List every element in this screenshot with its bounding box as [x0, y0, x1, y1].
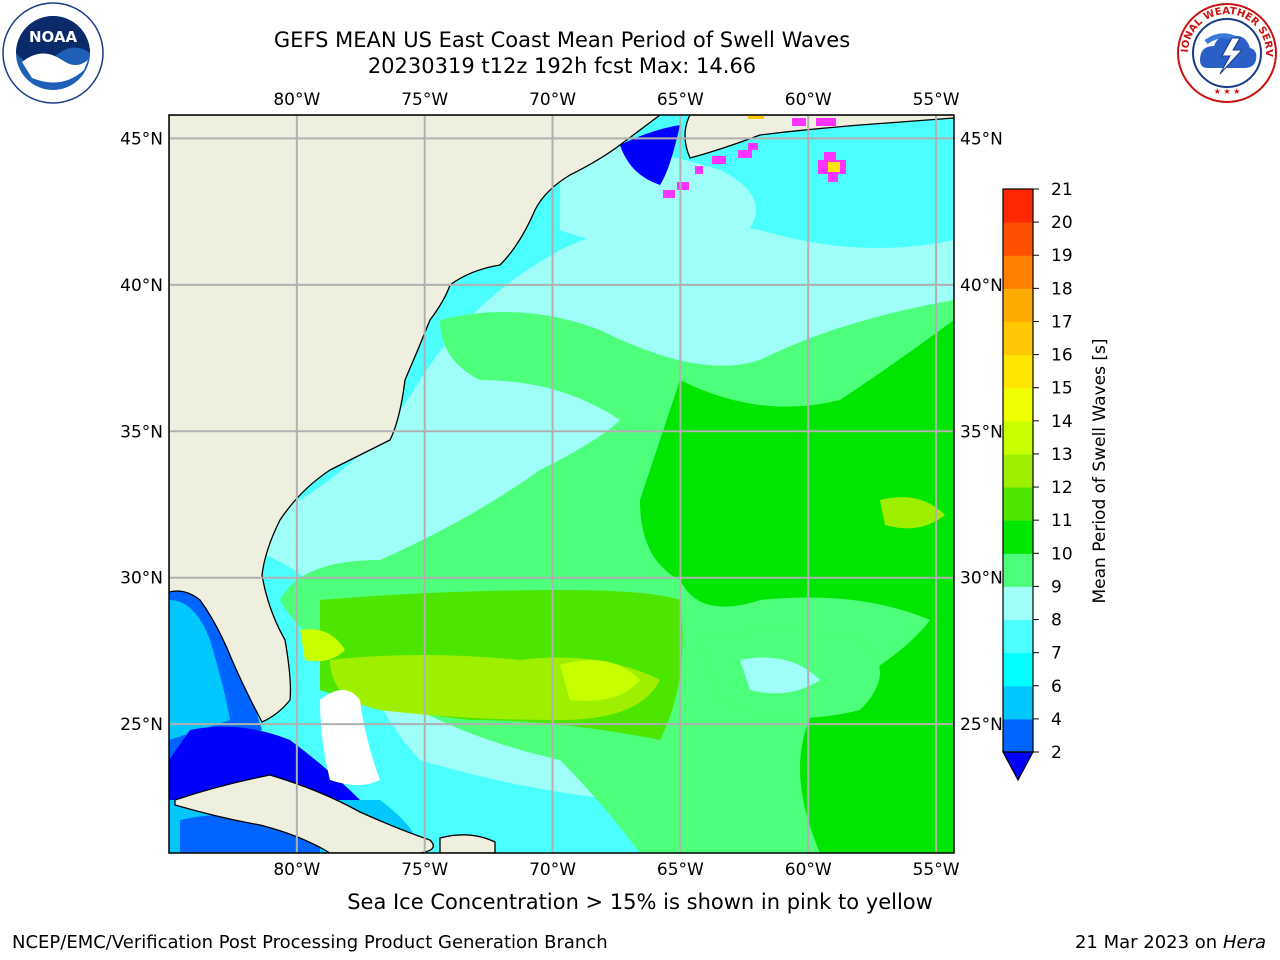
- colorbar-segment: [1003, 255, 1033, 289]
- colorbar-segment: [1003, 685, 1033, 720]
- colorbar-tick-label: 12: [1051, 478, 1073, 498]
- map-frame: [168, 114, 955, 854]
- colorbar-segment: [1003, 652, 1033, 687]
- lon-label-bottom: 80°W: [273, 860, 320, 880]
- colorbar-frame: [1002, 188, 1034, 753]
- lat-label-left: 35°N: [120, 422, 163, 442]
- lat-label-right: 40°N: [960, 276, 1003, 296]
- colorbar-segment: [1003, 420, 1033, 455]
- lat-label-left: 30°N: [120, 569, 163, 589]
- footer-date: 21 Mar 2023 on Hera: [1075, 932, 1266, 953]
- colorbar-segment: [1003, 619, 1033, 654]
- colorbar-segment: [1003, 288, 1033, 322]
- colorbar-tick-label: 20: [1051, 213, 1073, 233]
- lon-label-top: 75°W: [401, 90, 448, 110]
- lon-label-top: 55°W: [913, 90, 960, 110]
- colorbar-tick-label: 16: [1051, 346, 1073, 366]
- colorbar-tick-label: 7: [1051, 644, 1062, 664]
- colorbar-tick-label: 13: [1051, 445, 1073, 465]
- colorbar-segment: [1003, 520, 1033, 554]
- map-axis-labels: 80°W 80°W 75°W 75°W 70°W 70°W 65°W 65°W 60°W 60°W…: [120, 90, 1003, 880]
- lon-label-top: 80°W: [273, 90, 320, 110]
- colorbar-segment: [1003, 453, 1033, 488]
- colorbar-segment: [1003, 321, 1033, 356]
- colorbar-extend-arrow: [1001, 751, 1035, 782]
- lon-label-bottom: 55°W: [913, 860, 960, 880]
- colorbar-tick-label: 11: [1051, 511, 1073, 531]
- colorbar-segment: [1003, 553, 1033, 587]
- svg-text:★ ★ ★: ★ ★ ★: [1214, 87, 1241, 96]
- lon-label-bottom: 70°W: [529, 860, 576, 880]
- colorbar: 2 4 6 7 8 9 10 11 12 13 14 15 16 17 18 19 20 21: [1001, 180, 1073, 782]
- lat-label-left: 40°N: [120, 276, 163, 296]
- colorbar-tick-label: 17: [1051, 312, 1073, 332]
- noaa-logo-text: NOAA: [29, 28, 78, 46]
- lon-label-bottom: 60°W: [785, 860, 832, 880]
- colorbar-tick-label: 2: [1051, 743, 1062, 763]
- colorbar-tick-label: 14: [1051, 412, 1073, 432]
- map-area: [169, 115, 954, 853]
- colorbar-tick-label: 8: [1051, 611, 1062, 631]
- lat-label-right: 30°N: [960, 569, 1003, 589]
- footer-machine: Hera: [1222, 932, 1266, 953]
- lon-label-bottom: 65°W: [657, 860, 704, 880]
- colorbar-segment: [1003, 222, 1033, 256]
- lon-label-top: 70°W: [529, 90, 576, 110]
- lat-label-right: 45°N: [960, 129, 1003, 149]
- colorbar-tick-label: 15: [1051, 379, 1073, 399]
- lat-label-right: 35°N: [960, 422, 1003, 442]
- colorbar-tick-label: 21: [1051, 180, 1073, 200]
- colorbar-segment: [1003, 718, 1033, 753]
- colorbar-segment: [1003, 487, 1033, 521]
- map-subtitle: 20230319 t12z 192h fcst Max: 14.66: [367, 54, 757, 78]
- lat-label-left: 45°N: [120, 129, 163, 149]
- lon-label-top: 65°W: [657, 90, 704, 110]
- nws-logo: NATIONAL WEATHER SERVICE ★ ★ ★: [1176, 2, 1277, 103]
- colorbar-tick-label: 4: [1051, 710, 1062, 730]
- colorbar-tick-label: 10: [1051, 544, 1073, 564]
- colorbar-segment: [1003, 586, 1033, 621]
- lat-label-left: 25°N: [120, 715, 163, 735]
- map-title: GEFS MEAN US East Coast Mean Period of S…: [273, 28, 851, 52]
- colorbar-segment: [1003, 354, 1033, 389]
- lon-label-bottom: 75°W: [401, 860, 448, 880]
- lon-label-top: 60°W: [785, 90, 832, 110]
- colorbar-tick-label: 9: [1051, 577, 1062, 597]
- lat-label-right: 25°N: [960, 715, 1003, 735]
- colorbar-tick-label: 19: [1051, 246, 1073, 266]
- colorbar-tick-label: 6: [1051, 677, 1062, 697]
- footer-date-text: 21 Mar 2023 on: [1074, 932, 1218, 953]
- colorbar-label: Mean Period of Swell Waves [s]: [1090, 339, 1110, 604]
- colorbar-tick-label: 18: [1051, 279, 1073, 299]
- noaa-logo: NOAA: [2, 2, 104, 104]
- map-gridlines: [169, 115, 954, 853]
- sea-ice-caption: Sea Ice Concentration > 15% is shown in …: [347, 890, 933, 914]
- colorbar-segment: [1003, 189, 1033, 223]
- colorbar-segment: [1003, 387, 1033, 422]
- footer-credit: NCEP/EMC/Verification Post Processing Pr…: [12, 932, 608, 953]
